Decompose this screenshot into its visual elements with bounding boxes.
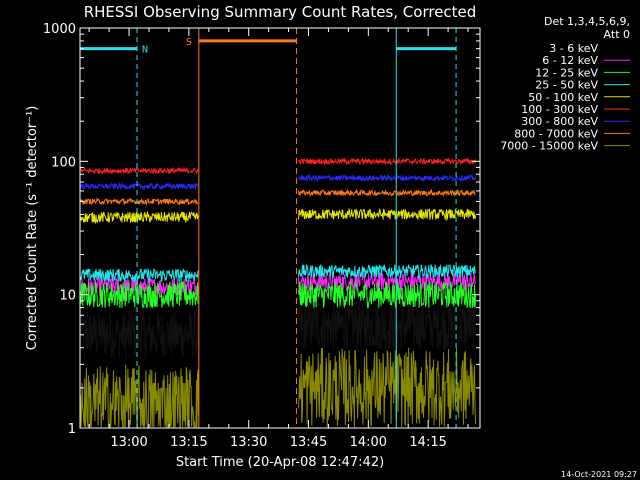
legend-entry-label: 300 - 800 keV (521, 115, 598, 128)
flag-label: S (186, 37, 192, 48)
series-line (298, 347, 477, 427)
series-line (79, 166, 200, 175)
series-line (79, 280, 200, 309)
series-line (298, 207, 477, 222)
x-tick-label: 13:45 (290, 435, 327, 450)
y-axis-label: Corrected Count Rate (s⁻¹ detector⁻¹) (25, 106, 40, 351)
series-layer (79, 157, 477, 428)
series-line (79, 181, 200, 191)
x-axis-label: Start Time (20-Apr-08 12:47:42) (176, 455, 384, 470)
y-tick-label: 1 (68, 422, 76, 437)
series-line (298, 280, 477, 309)
series-line (79, 310, 200, 359)
series-line (79, 196, 199, 206)
x-tick-label: 14:15 (409, 435, 446, 450)
legend-entry-label: 12 - 25 keV (535, 66, 598, 79)
series-line (298, 188, 476, 198)
legend-header-line-1: Det 1,3,4,5,6,9, (544, 15, 630, 28)
flag-label: N (142, 45, 148, 56)
series-line (79, 364, 200, 428)
chart-title: RHESSI Observing Summary Count Rates, Co… (84, 3, 477, 21)
plot-frame (79, 27, 481, 429)
legend-entry-label: 50 - 100 keV (528, 91, 598, 104)
series-line (79, 210, 200, 224)
y-tick-label: 1000 (43, 22, 76, 37)
series-line (298, 157, 477, 166)
x-tick-label: 13:00 (110, 435, 147, 450)
legend-entry-label: 7000 - 15000 keV (500, 140, 598, 153)
tick-layer: 13:00 13:15 13:30 13:45 14:00 14:15 1 10 100 1000 (43, 22, 480, 450)
y-tick-label: 100 (51, 155, 76, 170)
x-tick-label: 13:15 (170, 435, 207, 450)
series-line (298, 302, 477, 351)
legend-entry-label: 25 - 50 keV (535, 79, 598, 92)
legend-entry-label: 800 - 7000 keV (514, 127, 598, 140)
series-line (298, 263, 476, 280)
footer-timestamp: 14-Oct-2021 09:27 (561, 470, 637, 479)
x-tick-label: 14:00 (350, 435, 387, 450)
legend-entry-label: 100 - 300 keV (521, 103, 598, 116)
x-tick-label: 13:30 (230, 435, 267, 450)
y-tick-label: 10 (59, 289, 76, 304)
legend-entry-label: 3 - 6 keV (549, 42, 598, 55)
legend-entry-label: 6 - 12 keV (542, 54, 598, 67)
series-line (79, 268, 200, 284)
legend-header-line-2: Att 0 (604, 28, 630, 41)
series-line (298, 173, 477, 183)
